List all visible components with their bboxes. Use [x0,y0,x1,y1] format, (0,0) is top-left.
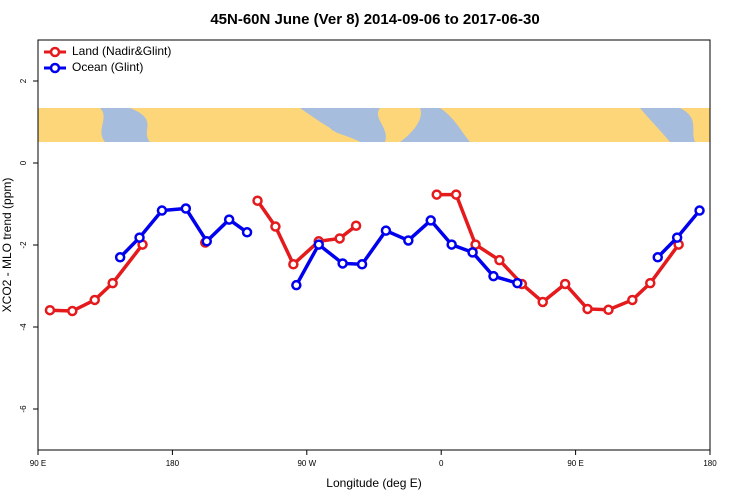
y-tick-label: -2 [19,241,28,249]
series-line [294,217,518,287]
data-point [356,259,368,270]
data-point [671,232,683,243]
legend-marker [49,46,61,58]
data-point [582,303,593,315]
data-point [270,221,281,232]
y-tick-label: -4 [19,323,28,331]
data-point [180,203,192,214]
x-tick-label: 90 E [567,459,583,468]
data-point [652,252,663,263]
data-point [694,205,705,216]
series-line [256,199,358,268]
legend-label: Land (Nadir&Glint) [72,44,171,58]
data-point [559,278,571,290]
data-point [291,279,302,291]
data-point [201,236,212,247]
data-point [241,227,253,238]
data-point [627,294,638,306]
data-point [337,258,348,269]
data-point [89,294,100,306]
data-point [425,215,436,226]
chart-title: 45N-60N June (Ver 8) 2014-09-06 to 2017-… [210,11,539,28]
data-point [252,195,263,206]
x-tick-label: 0 [439,459,444,468]
data-point [488,270,499,282]
data-point [44,304,56,316]
data-point [431,189,442,200]
x-tick-label: 90 E [30,459,46,468]
data-point [450,189,462,200]
data-point [446,239,457,250]
map-band [38,108,710,142]
data-point [288,259,299,270]
data-point [134,232,145,243]
y-tick-label: -6 [19,405,28,413]
data-point [223,214,235,225]
data-point [313,239,324,250]
x-tick-label: 180 [703,459,717,468]
data-point [380,225,392,236]
data-point [467,247,478,258]
y-axis-label: XCO2 - MLO trend (ppm) [0,178,14,313]
data-point [512,277,523,289]
x-tick-label: 90 W [297,459,316,468]
data-point [114,252,126,263]
data-point [603,304,614,316]
legend-marker [49,62,61,74]
data-point [156,205,168,216]
x-tick-label: 180 [166,459,180,468]
data-point [645,277,656,289]
data-point [107,277,118,289]
y-tick-label: 2 [19,78,28,83]
data-point [403,235,414,246]
data-point [67,305,78,317]
legend-label: Ocean (Glint) [72,60,143,74]
data-point [350,220,362,231]
y-tick-label: 0 [19,160,28,165]
data-point [494,254,505,266]
data-point [537,296,548,308]
x-axis-label: Longitude (deg E) [326,476,421,490]
data-point [334,233,345,244]
